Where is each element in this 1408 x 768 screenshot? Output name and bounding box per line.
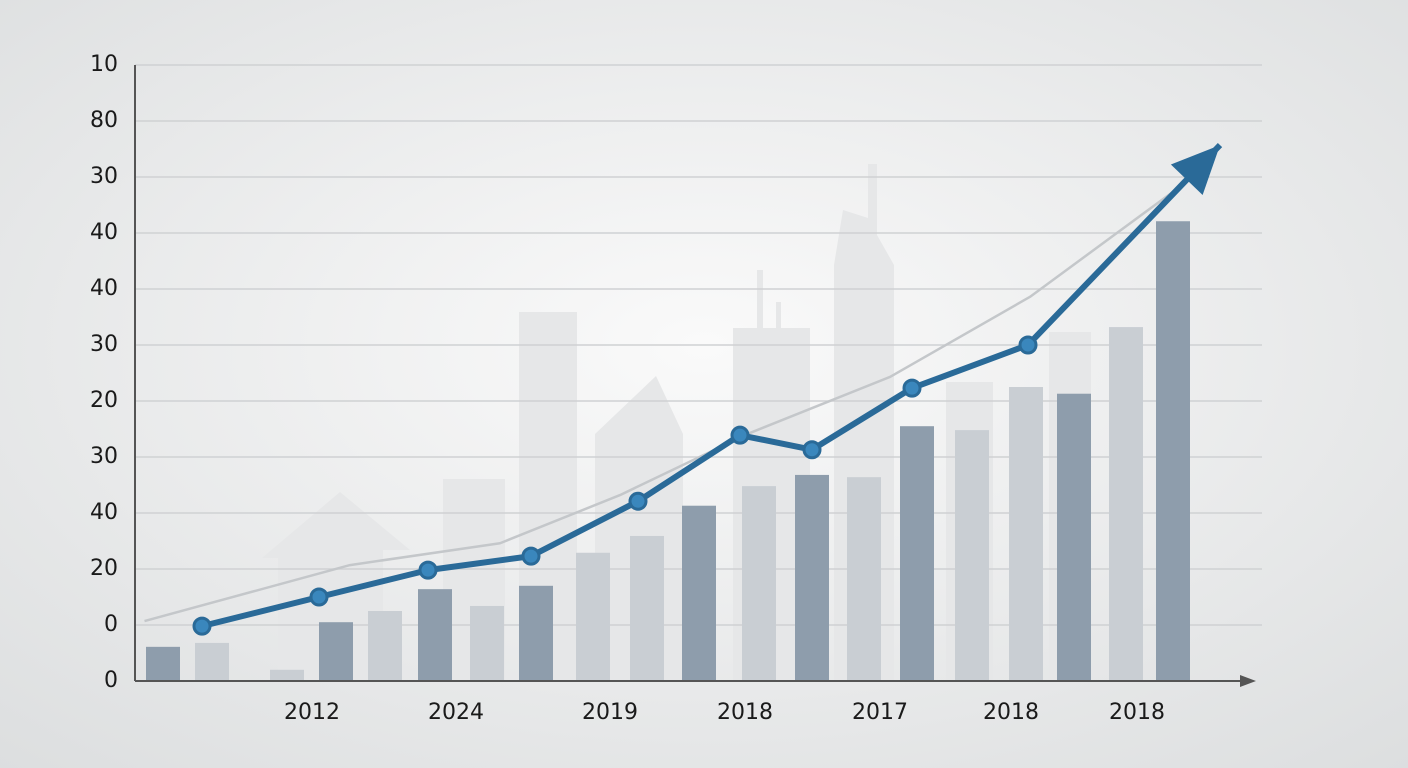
point (902, 378, 922, 398)
bar (1057, 393, 1091, 681)
point (730, 425, 750, 445)
bar (1156, 221, 1190, 682)
bar (682, 505, 716, 681)
bar (576, 552, 610, 681)
bar (519, 585, 553, 681)
bar (195, 642, 229, 681)
y-tick-label: 30 (90, 164, 118, 189)
bar (630, 535, 664, 681)
x-tick-label: 2019 (582, 700, 638, 725)
y-tick-label: 30 (90, 444, 118, 469)
y-tick-label: 40 (90, 500, 118, 525)
bar (418, 589, 452, 681)
bar (1009, 387, 1043, 681)
bar (270, 669, 304, 681)
bar (742, 486, 776, 681)
bar (955, 430, 989, 681)
x-tick-label: 2017 (852, 700, 908, 725)
bar (146, 646, 180, 681)
point (192, 616, 212, 636)
y-tick-label: 40 (90, 276, 118, 301)
point (309, 587, 329, 607)
line (201, 143, 1223, 630)
x-tick-label: 2024 (428, 700, 484, 725)
x-tick-label: 2018 (717, 700, 773, 725)
y-tick-label: 0 (104, 612, 118, 637)
point (1018, 335, 1038, 355)
y-tick-label: 0 (104, 668, 118, 693)
bar (1109, 327, 1143, 681)
point (802, 440, 822, 460)
bar (900, 426, 934, 681)
bar (795, 474, 829, 681)
y-tick-label: 80 (90, 108, 118, 133)
point (418, 560, 438, 580)
bar (319, 622, 353, 681)
bar (470, 605, 504, 681)
point (628, 491, 648, 511)
x-tick-label: 2018 (1109, 700, 1165, 725)
bar (847, 477, 881, 681)
arrow-head (1170, 145, 1220, 195)
line (144, 170, 1201, 623)
y-tick-label: 40 (90, 220, 118, 245)
point (521, 546, 541, 566)
bar (368, 611, 402, 681)
y-tick-label: 10 (90, 52, 118, 77)
y-tick-label: 20 (90, 556, 118, 581)
x-axis-arrow (1240, 675, 1256, 687)
y-tick-label: 20 (90, 388, 118, 413)
x-tick-label: 2012 (284, 700, 340, 725)
y-tick-label: 30 (90, 332, 118, 357)
x-tick-label: 2018 (983, 700, 1039, 725)
